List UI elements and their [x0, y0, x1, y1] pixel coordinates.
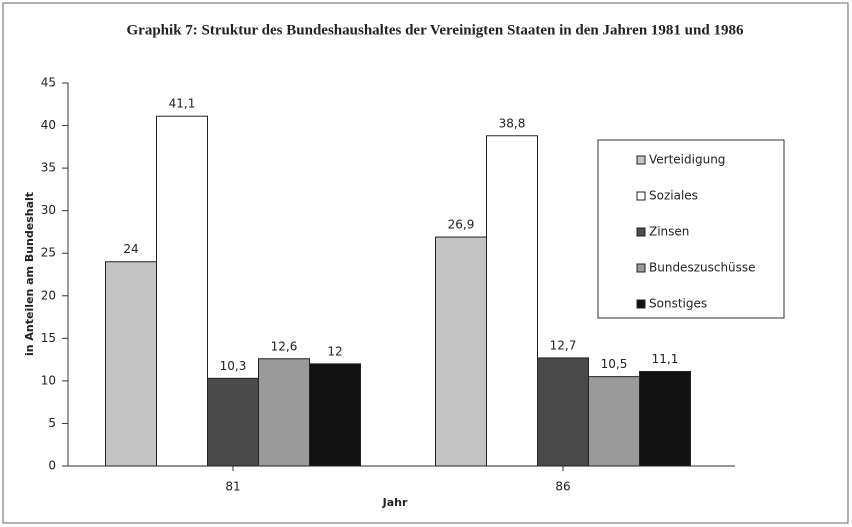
legend-label: Verteidigung — [649, 153, 725, 167]
legend-label: Sonstiges — [649, 297, 707, 311]
data-label: 10,3 — [220, 359, 247, 373]
legend-swatch — [636, 155, 646, 165]
x-tick-label: 81 — [225, 480, 240, 494]
y-tick-label: 15 — [41, 331, 56, 345]
bar — [486, 135, 538, 467]
legend-label: Zinsen — [649, 225, 689, 239]
data-label: 10,5 — [601, 357, 628, 371]
bar — [309, 363, 361, 467]
y-tick-label: 30 — [41, 203, 56, 217]
bar — [537, 357, 589, 467]
legend-swatch — [636, 263, 646, 273]
data-label: 24 — [123, 242, 138, 256]
data-label: 12 — [327, 344, 342, 358]
y-tick-label: 20 — [41, 288, 56, 302]
y-tick-label: 5 — [48, 416, 56, 430]
bar — [588, 376, 640, 467]
x-tick-label: 86 — [555, 480, 570, 494]
legend-swatch — [636, 227, 646, 237]
y-tick-label: 45 — [41, 76, 56, 90]
data-label: 11,1 — [652, 352, 679, 366]
data-label: 26,9 — [448, 218, 475, 232]
bar — [207, 377, 259, 467]
y-tick-label: 0 — [48, 459, 56, 473]
y-axis-title: in Anteilen am Bundeshalt — [23, 192, 36, 356]
chart-title: Graphik 7: Struktur des Bundeshaushaltes… — [127, 22, 744, 38]
bar — [435, 236, 487, 467]
data-label: 41,1 — [169, 97, 196, 111]
y-tick-label: 35 — [41, 161, 56, 175]
data-label: 12,7 — [550, 338, 577, 352]
x-axis-title: Jahr — [382, 496, 408, 509]
bar — [156, 115, 208, 467]
legend-label: Soziales — [649, 189, 698, 203]
legend-swatch — [636, 191, 646, 201]
bar — [639, 371, 691, 467]
legend-swatch — [636, 299, 646, 309]
y-tick-label: 25 — [41, 246, 56, 260]
data-label: 12,6 — [271, 339, 298, 353]
y-tick-label: 10 — [41, 373, 56, 387]
y-tick-label: 40 — [41, 118, 56, 132]
data-label: 38,8 — [499, 116, 526, 130]
legend-label: Bundeszuschüsse — [649, 261, 756, 275]
bar — [258, 358, 310, 467]
bar — [105, 261, 157, 467]
legend — [597, 139, 785, 319]
